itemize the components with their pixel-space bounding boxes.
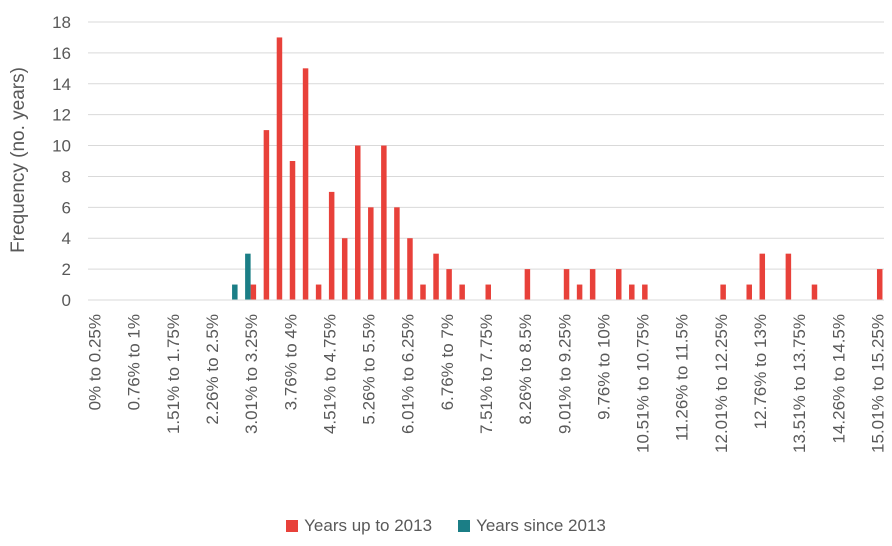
legend-swatch-series-2 <box>458 520 471 532</box>
bar-series-1-bin-40 <box>615 269 622 300</box>
x-tick-label-48: 12.01% to 12.25% <box>712 314 731 453</box>
y-tick-label-14: 14 <box>52 75 71 94</box>
legend: Years up to 2013 Years since 2013 <box>0 516 892 536</box>
x-tick-label-51: 12.76% to 13% <box>751 314 770 429</box>
y-tick-label-6: 6 <box>62 198 71 217</box>
x-tick-label-60: 15.01% to 15.25% <box>868 314 887 453</box>
bars <box>232 37 883 300</box>
legend-item-series-1: Years up to 2013 <box>286 516 432 536</box>
x-tick-label-15: 3.76% to 4% <box>281 314 300 410</box>
x-tick-label-3: 0.76% to 1% <box>125 314 144 410</box>
bar-series-1-bin-25 <box>420 284 426 300</box>
bar-series-1-bin-20 <box>355 145 361 300</box>
bar-series-1-bin-60 <box>876 269 883 300</box>
bar-series-1-bin-28 <box>459 284 465 300</box>
x-tick-label-6: 1.51% to 1.75% <box>164 314 183 434</box>
y-tick-label-12: 12 <box>52 106 71 125</box>
x-tick-label-27: 6.76% to 7% <box>438 314 457 410</box>
x-tick-label-45: 11.26% to 11.5% <box>673 314 692 441</box>
legend-label-series-2: Years since 2013 <box>476 516 606 535</box>
x-tick-label-33: 8.26% to 8.5% <box>516 314 535 425</box>
x-tick-label-42: 10.51% to 10.75% <box>634 314 653 453</box>
y-tick-label-0: 0 <box>62 291 71 310</box>
bar-series-1-bin-41 <box>629 284 635 300</box>
y-axis-label: Frequency (no. years) <box>8 67 29 253</box>
bar-series-1-bin-16 <box>302 68 309 300</box>
y-tick-label-16: 16 <box>52 44 71 63</box>
bar-series-1-bin-53 <box>785 253 792 300</box>
bar-series-2-bin-11 <box>232 284 238 300</box>
x-tick-label-12: 3.01% to 3.25% <box>242 314 261 434</box>
bar-series-1-bin-19 <box>341 238 348 300</box>
x-tick-label-57: 14.26% to 14.5% <box>829 314 848 443</box>
bar-series-1-bin-26 <box>433 253 439 300</box>
legend-item-series-2: Years since 2013 <box>458 516 606 536</box>
x-tick-label-0: 0% to 0.25% <box>86 314 105 410</box>
bar-series-1-bin-42 <box>642 284 648 300</box>
bar-series-1-bin-21 <box>368 207 374 300</box>
legend-label-series-1: Years up to 2013 <box>304 516 433 535</box>
bar-series-1-bin-27 <box>446 269 452 300</box>
x-tick-label-21: 5.26% to 5.5% <box>360 314 379 425</box>
bar-series-1-bin-37 <box>576 284 583 300</box>
y-tick-label-8: 8 <box>62 167 71 186</box>
bar-series-1-bin-38 <box>589 269 596 300</box>
bar-series-1-bin-23 <box>394 207 400 300</box>
x-tick-label-18: 4.51% to 4.75% <box>320 314 339 434</box>
x-tick-label-54: 13.51% to 13.75% <box>790 314 809 453</box>
bar-series-1-bin-14 <box>276 37 283 300</box>
bar-series-1-bin-13 <box>263 130 270 300</box>
x-tick-label-9: 2.26% to 2.5% <box>203 314 222 425</box>
bar-series-1-bin-33 <box>524 269 531 300</box>
bar-series-1-bin-15 <box>289 161 296 300</box>
bar-series-1-bin-24 <box>407 238 413 300</box>
x-tick-label-36: 9.01% to 9.25% <box>555 314 574 434</box>
y-tick-label-4: 4 <box>62 229 71 248</box>
bar-series-1-bin-17 <box>315 284 322 300</box>
x-tick-label-30: 7.51% to 7.75% <box>477 314 496 434</box>
bar-series-1-bin-36 <box>563 269 570 300</box>
bar-series-1-bin-48 <box>720 284 726 300</box>
bar-series-2-bin-12 <box>245 253 251 300</box>
legend-swatch-series-1 <box>286 520 299 532</box>
bar-series-1-bin-12 <box>250 284 257 300</box>
x-tick-label-24: 6.01% to 6.25% <box>399 314 418 434</box>
y-tick-label-2: 2 <box>62 260 71 279</box>
bar-series-1-bin-55 <box>811 284 818 300</box>
bar-series-1-bin-22 <box>381 145 387 300</box>
bar-series-1-bin-30 <box>485 284 491 300</box>
gridlines <box>88 21 884 301</box>
y-tick-label-18: 18 <box>52 13 71 32</box>
bar-series-1-bin-51 <box>759 253 766 300</box>
axes: 0 2 4 6 8 10 12 14 16 18 0% to 0.25% 0.76% to 1% 1.5… <box>52 13 887 453</box>
x-tick-label-39: 9.76% to 10% <box>594 314 613 420</box>
bar-series-1-bin-50 <box>746 284 752 300</box>
bar-series-1-bin-18 <box>328 191 335 300</box>
y-tick-label-10: 10 <box>52 137 71 156</box>
